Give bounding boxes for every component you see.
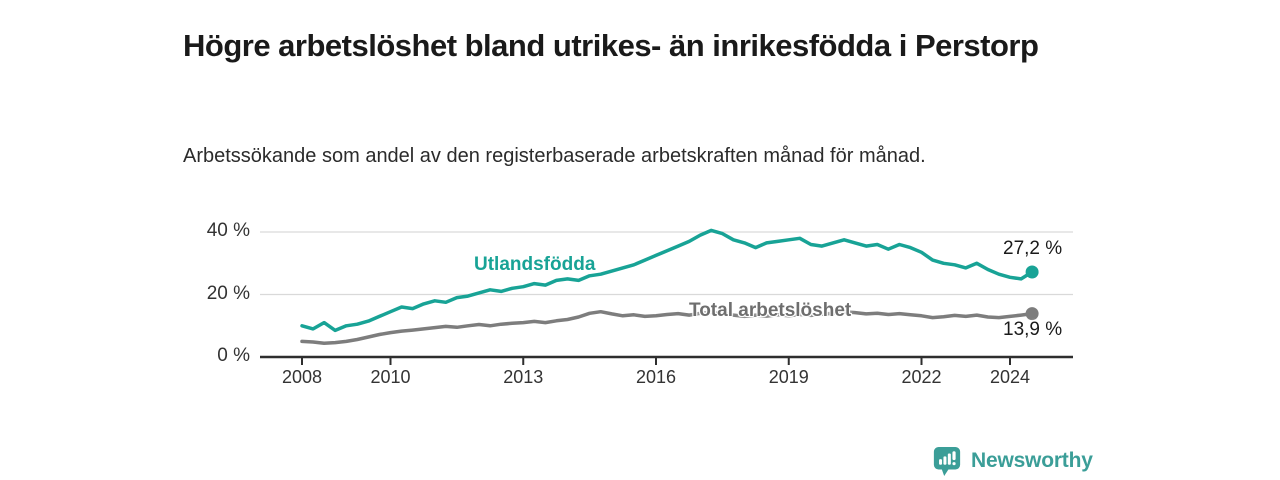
page-title: Högre arbetslöshet bland utrikes- än inr… bbox=[183, 27, 1039, 63]
x-axis-tick-label: 2013 bbox=[503, 367, 544, 387]
x-axis-tick-label: 2016 bbox=[635, 367, 677, 387]
end-value-label-utlandsfodda: 27,2 % bbox=[1003, 238, 1063, 259]
newsworthy-bubble-icon bbox=[933, 446, 961, 476]
chart-subtitle: Arbetssökande som andel av den registerb… bbox=[183, 145, 926, 167]
x-axis-tick-label: 2019 bbox=[768, 367, 809, 387]
gridlines bbox=[260, 231, 1073, 296]
y-axis-tick-label: 20 % bbox=[206, 282, 250, 304]
series-label-total-arbetsloshet: Total arbetslöshet bbox=[689, 300, 852, 321]
series-line bbox=[300, 228, 1034, 333]
x-axis-tick-label: 2024 bbox=[989, 367, 1031, 387]
series-end-dots bbox=[1025, 265, 1039, 321]
series-end-dot bbox=[1025, 265, 1039, 279]
series-lines bbox=[300, 228, 1034, 346]
series-end-dot bbox=[1025, 307, 1039, 321]
y-axis-tick-label: 40 % bbox=[206, 220, 250, 241]
x-axis-tick-label: 2008 bbox=[281, 367, 323, 387]
x-axis-tick-label: 2010 bbox=[370, 367, 411, 387]
series-label-utlandsfodda: Utlandsfödda bbox=[474, 254, 596, 275]
newsworthy-wordmark: Newsworthy bbox=[971, 449, 1093, 472]
newsworthy-logo[interactable]: Newsworthy bbox=[932, 444, 1093, 478]
y-axis-tick-label: 0 % bbox=[217, 345, 250, 366]
end-value-label-total: 13,9 % bbox=[1003, 319, 1063, 340]
x-axis-tick-label: 2022 bbox=[901, 367, 942, 387]
x-axis bbox=[260, 355, 1073, 365]
series-line bbox=[300, 309, 1034, 346]
